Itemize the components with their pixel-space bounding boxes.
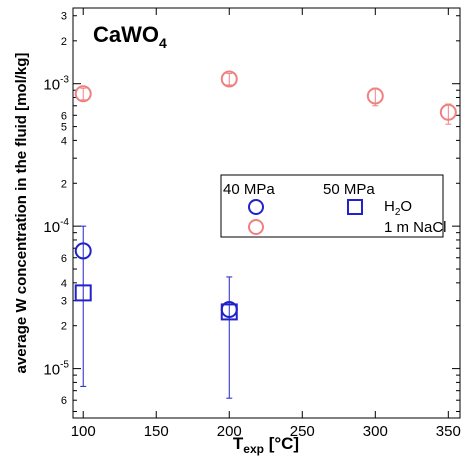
x-tick-label: 300 [363, 423, 388, 440]
data-point-circle [74, 85, 92, 103]
x-tick-label: 150 [144, 423, 169, 440]
data-marks [74, 70, 457, 399]
data-point-square [74, 284, 92, 302]
y-minor-tick-label: 2 [61, 178, 67, 190]
data-point-circle [74, 242, 92, 260]
legend-label-nacl: 1 m NaCl [384, 219, 447, 236]
y-minor-tick-label: 2 [61, 36, 67, 48]
y-minor-tick-label: 6 [61, 395, 67, 407]
y-minor-tick-label: 4 [61, 278, 67, 290]
x-tick-label: 350 [436, 423, 461, 440]
legend: 40 MPa 50 MPa H2O 1 m NaCl [220, 174, 447, 238]
y-major-tick-label: 10-4 [43, 217, 69, 236]
plot-frame [72, 7, 461, 419]
legend-label-h2o: H2O [384, 198, 412, 218]
y-minor-tick-label: 3 [61, 296, 67, 308]
y-minor-tick-label: 2 [61, 321, 67, 333]
y-minor-tick-label: 6 [61, 253, 67, 265]
data-point-square [220, 303, 238, 321]
x-axis-ticks: 100 150 200 250 300 350 [71, 8, 461, 440]
data-point-circle [439, 103, 457, 121]
y-minor-tick-label: 4 [61, 135, 67, 147]
legend-header-50mpa: 50 MPa [323, 181, 375, 198]
y-minor-tick-label: 3 [61, 11, 67, 23]
legend-marker-40mpa-h2o [248, 199, 264, 215]
y-minor-tick-label: 6 [61, 110, 67, 122]
data-point-circle [220, 70, 238, 88]
y-major-tick-label: 10-5 [43, 360, 69, 379]
data-point-circle [366, 87, 384, 105]
x-tick-label: 100 [71, 423, 96, 440]
legend-marker-40mpa-nacl [248, 219, 264, 235]
legend-header-40mpa: 40 MPa [223, 181, 275, 198]
y-axis-label: average W concentration in the fluid [mo… [13, 53, 30, 374]
y-major-tick-label: 10-3 [43, 75, 69, 94]
y-minor-tick-label: 5 [61, 122, 67, 134]
legend-box [220, 174, 444, 238]
legend-marker-50mpa-h2o [347, 199, 363, 215]
x-tick-label: 200 [217, 423, 242, 440]
x-axis-label: Texp [°C] [233, 434, 299, 456]
chart-title: CaWO4 [93, 22, 167, 51]
x-tick-label: 250 [290, 423, 315, 440]
